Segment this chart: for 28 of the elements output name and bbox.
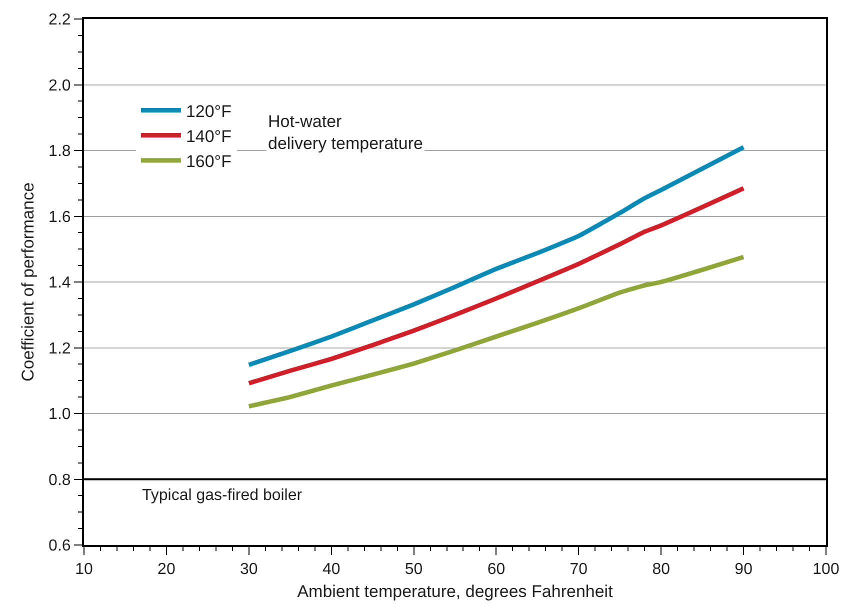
x-tick-label: 30 [240,561,258,578]
y-tick-label: 2.0 [48,77,71,94]
y-tick-label: 1.2 [48,340,71,358]
legend-label: 120°F [186,102,232,121]
x-tick-label: 90 [734,561,753,578]
legend-title: Hot-water delivery temperature [268,112,423,154]
x-tick-label: 80 [652,561,670,578]
legend-label: 160°F [186,152,232,172]
x-axis-title: Ambient temperature, degrees Fahrenheit [297,582,614,602]
y-tick-label: 1.4 [48,274,71,292]
x-tick-label: 100 [812,561,840,578]
x-tick-label: 10 [75,561,93,578]
x-tick-label: 50 [404,561,423,578]
y-tick-label: 0.6 [48,538,71,555]
y-tick-label: 1.6 [48,208,71,226]
y-tick-label: 1.8 [48,143,71,160]
x-tick-label: 40 [322,561,340,578]
y-axis-title: Coefficient of performance [18,182,38,382]
x-tick-label: 70 [570,561,588,578]
line-series [246,254,746,409]
y-tick-label: 2.2 [48,12,71,29]
x-tick-label: 20 [158,561,176,578]
y-tick-label: 0.8 [48,472,71,489]
line-series [246,186,746,386]
y-tick-label: 1.0 [48,406,71,424]
ref-line-label: Typical gas-fired boiler [142,487,303,504]
x-tick-label: 60 [487,561,506,578]
legend-label: 140°F [186,126,232,146]
